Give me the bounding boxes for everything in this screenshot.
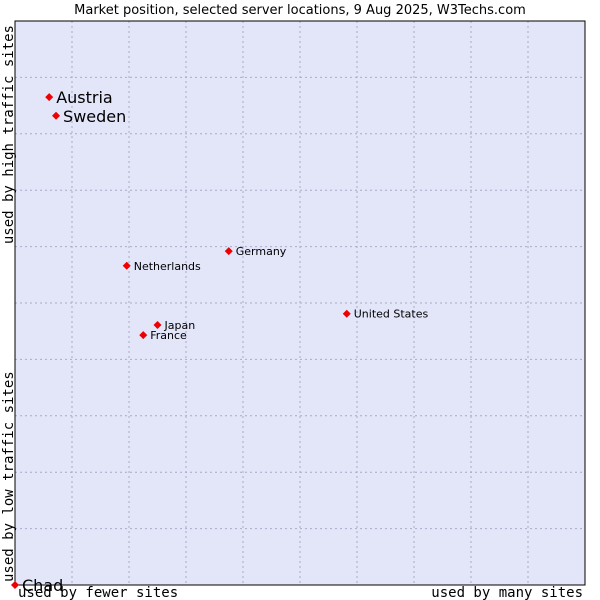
y-axis-label-bottom: used by low traffic sites	[1, 371, 17, 582]
point-united-states: United States	[342, 308, 429, 321]
point-marker-germany	[224, 247, 233, 256]
point-label-germany: Germany	[236, 245, 287, 258]
point-marker-chad	[11, 581, 19, 589]
point-marker-japan	[153, 320, 162, 329]
point-chad: Chad	[11, 576, 63, 595]
point-sweden: Sweden	[52, 107, 126, 126]
grid-lines	[15, 21, 585, 585]
point-label-chad: Chad	[22, 576, 63, 595]
point-marker-united-states	[342, 309, 351, 318]
y-axis-label-top: used by high traffic sites	[1, 25, 17, 244]
point-label-austria: Austria	[56, 88, 113, 107]
point-marker-france	[139, 331, 148, 340]
point-label-france: France	[150, 329, 187, 342]
point-japan: Japan	[153, 319, 196, 332]
point-label-japan: Japan	[164, 319, 196, 332]
point-germany: Germany	[224, 245, 287, 258]
point-marker-austria	[45, 93, 54, 102]
point-austria: Austria	[45, 88, 113, 107]
chart-title: Market position, selected server locatio…	[74, 3, 526, 18]
point-france: France	[139, 329, 187, 342]
point-label-sweden: Sweden	[63, 107, 126, 126]
x-axis-label-left: used by fewer sites	[18, 585, 178, 600]
plot-frame	[14, 20, 586, 586]
point-label-netherlands: Netherlands	[134, 260, 201, 273]
point-marker-sweden	[52, 111, 61, 120]
point-netherlands: Netherlands	[122, 260, 201, 273]
point-marker-netherlands	[122, 261, 131, 270]
x-axis-label-right: used by many sites	[431, 585, 583, 600]
point-label-united-states: United States	[354, 308, 429, 321]
